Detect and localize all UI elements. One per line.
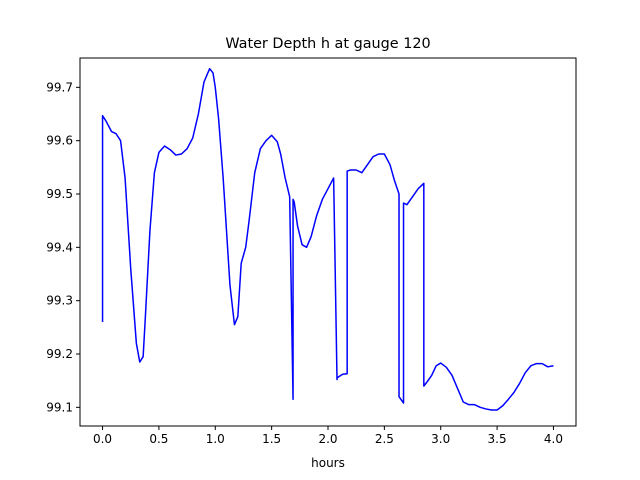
x-axis: 0.0 0.5 1.0 1.5 2.0 2.5 3.0 3.5 4.0: [93, 426, 563, 446]
x-axis-label: hours: [311, 456, 345, 470]
y-axis: 99.1 99.2 99.3 99.4 99.5 99.6 99.7: [46, 80, 80, 414]
x-tick-label: 0.0: [93, 432, 112, 446]
x-tick-label: 1.5: [262, 432, 281, 446]
x-tick-label: 2.5: [375, 432, 394, 446]
x-tick-label: 0.5: [149, 432, 168, 446]
x-tick-label: 3.0: [431, 432, 450, 446]
plot-area: [101, 67, 554, 411]
x-tick-label: 2.0: [318, 432, 337, 446]
y-tick-label: 99.2: [46, 347, 73, 361]
series-line-0: [101, 67, 554, 411]
y-tick-label: 99.5: [46, 187, 73, 201]
y-tick-label: 99.3: [46, 294, 73, 308]
x-tick-label: 3.5: [488, 432, 507, 446]
y-tick-label: 99.6: [46, 134, 73, 148]
y-tick-label: 99.1: [46, 400, 73, 414]
y-tick-label: 99.7: [46, 80, 73, 94]
x-tick-label: 4.0: [544, 432, 563, 446]
x-tick-label: 1.0: [206, 432, 225, 446]
chart-title: Water Depth h at gauge 120: [225, 36, 430, 52]
y-tick-label: 99.4: [46, 240, 73, 254]
axes-frame: [79, 57, 577, 427]
